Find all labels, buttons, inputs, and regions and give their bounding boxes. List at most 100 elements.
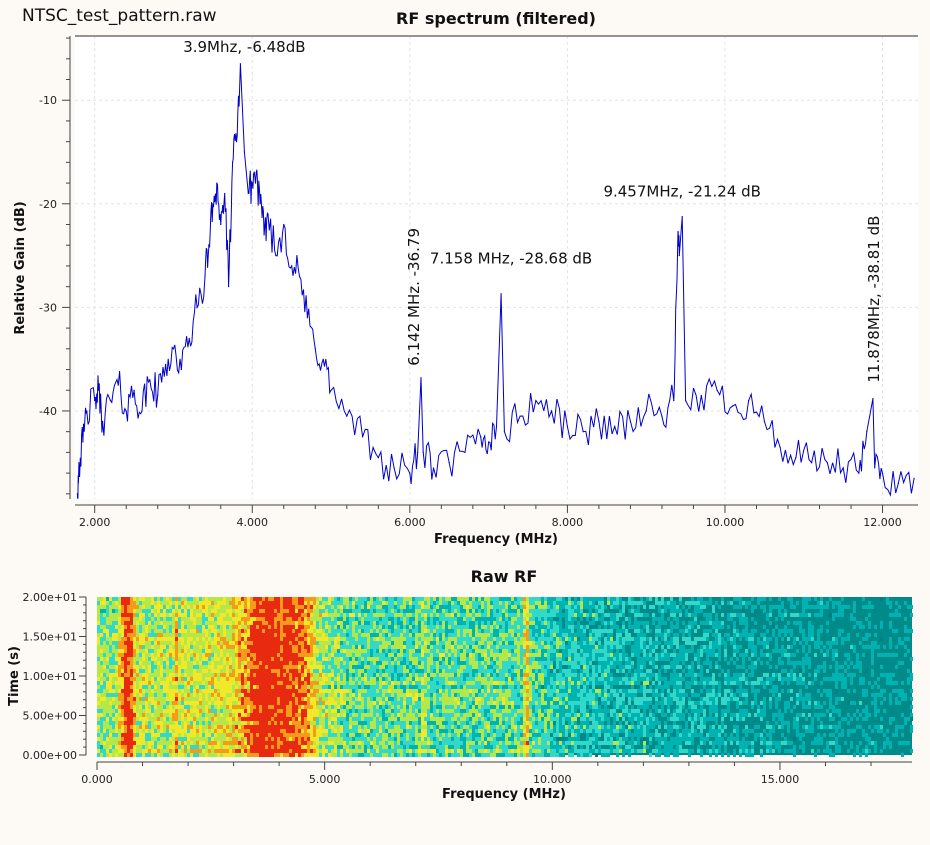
heatmap-cell <box>334 649 337 653</box>
heatmap-cell <box>328 645 331 649</box>
heatmap-cell <box>610 653 613 657</box>
heatmap-cell <box>313 605 316 609</box>
heatmap-cell <box>349 625 352 629</box>
heatmap-cell <box>745 601 748 605</box>
heatmap-cell <box>601 657 604 661</box>
heatmap-cell <box>298 661 301 665</box>
heatmap-cell <box>466 681 469 685</box>
heatmap-cell <box>598 645 601 649</box>
heatmap-cell <box>511 601 514 605</box>
heatmap-cell <box>643 613 646 617</box>
heatmap-cell <box>97 657 100 661</box>
heatmap-cell <box>631 681 634 685</box>
heatmap-cell <box>175 681 178 685</box>
heatmap-cell <box>802 657 805 661</box>
heatmap-cell <box>118 677 121 681</box>
heatmap-cell <box>760 605 763 609</box>
heatmap-cell <box>460 673 463 677</box>
heatmap-cell <box>163 645 166 649</box>
heatmap-cell <box>127 673 130 677</box>
heatmap-cell <box>307 601 310 605</box>
heatmap-cell <box>286 681 289 685</box>
heatmap-cell <box>121 641 124 645</box>
heatmap-cell <box>571 653 574 657</box>
heatmap-cell <box>760 661 763 665</box>
heatmap-cell <box>718 621 721 625</box>
heatmap-cell <box>430 621 433 625</box>
heatmap-cell <box>781 613 784 617</box>
heatmap-cell <box>256 665 259 669</box>
heatmap-cell <box>634 609 637 613</box>
heatmap-cell <box>742 629 745 633</box>
heatmap-cell <box>727 601 730 605</box>
heatmap-cell <box>262 601 265 605</box>
heatmap-cell <box>538 645 541 649</box>
heatmap-cell <box>430 661 433 665</box>
heatmap-cell <box>763 681 766 685</box>
heatmap-cell <box>442 677 445 681</box>
heatmap-cell <box>253 657 256 661</box>
heatmap-cell <box>145 645 148 649</box>
heatmap-cell <box>385 597 388 601</box>
heatmap-cell <box>232 609 235 613</box>
heatmap-cell <box>898 641 901 645</box>
heatmap-cell <box>316 625 319 629</box>
heatmap-cell <box>355 617 358 621</box>
heatmap-cell <box>406 649 409 653</box>
heatmap-cell <box>535 605 538 609</box>
heatmap-cell <box>358 601 361 605</box>
heatmap-cell <box>529 621 532 625</box>
heatmap-cell <box>352 617 355 621</box>
heatmap-cell <box>700 609 703 613</box>
heatmap-cell <box>334 645 337 649</box>
heatmap-cell <box>868 601 871 605</box>
heatmap-cell <box>406 609 409 613</box>
heatmap-cell <box>412 629 415 633</box>
heatmap-cell <box>244 673 247 677</box>
heatmap-cell <box>445 609 448 613</box>
heatmap-cell <box>262 673 265 677</box>
heatmap-cell <box>553 605 556 609</box>
heatmap-cell <box>793 653 796 657</box>
heatmap-cell <box>688 613 691 617</box>
heatmap-cell <box>457 633 460 637</box>
heatmap-cell <box>898 605 901 609</box>
heatmap-cell <box>784 653 787 657</box>
heatmap-cell <box>787 645 790 649</box>
heatmap-cell <box>493 661 496 665</box>
heatmap-cell <box>157 597 160 601</box>
heatmap-cell <box>451 641 454 645</box>
heatmap-cell <box>376 621 379 625</box>
heatmap-cell <box>373 597 376 601</box>
heatmap-cell <box>406 613 409 617</box>
heatmap-cell <box>331 633 334 637</box>
heatmap-cell <box>160 645 163 649</box>
heatmap-cell <box>145 669 148 673</box>
heatmap-cell <box>538 617 541 621</box>
heatmap-cell <box>139 661 142 665</box>
heatmap-cell <box>148 609 151 613</box>
heatmap-cell <box>613 605 616 609</box>
heatmap-cell <box>184 637 187 641</box>
heatmap-cell <box>592 653 595 657</box>
heatmap-cell <box>532 629 535 633</box>
heatmap-cell <box>352 601 355 605</box>
heatmap-cell <box>274 617 277 621</box>
heatmap-cell <box>235 601 238 605</box>
heatmap-cell <box>475 613 478 617</box>
heatmap-cell <box>112 637 115 641</box>
heatmap-cell <box>265 641 268 645</box>
heatmap-cell <box>388 601 391 605</box>
heatmap-cell <box>340 681 343 685</box>
heatmap-cell <box>127 657 130 661</box>
heatmap-cell <box>370 645 373 649</box>
heatmap-cell <box>211 617 214 621</box>
heatmap-cell <box>391 621 394 625</box>
heatmap-cell <box>883 673 886 677</box>
heatmap-cell <box>172 669 175 673</box>
heatmap-cell <box>775 645 778 649</box>
heatmap-cell <box>133 601 136 605</box>
heatmap-cell <box>349 597 352 601</box>
heatmap-cell <box>490 609 493 613</box>
heatmap-cell <box>184 609 187 613</box>
